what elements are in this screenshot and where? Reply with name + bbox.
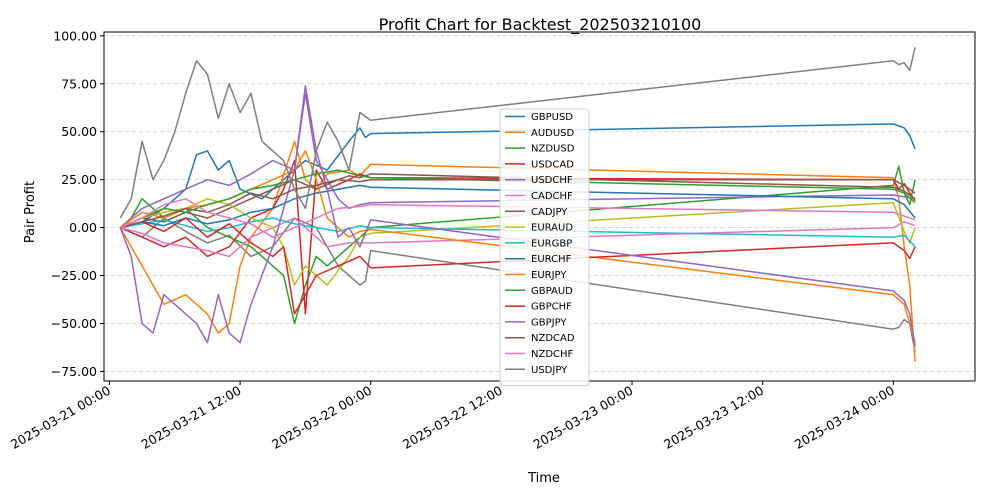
legend-label: USDCAD (531, 159, 574, 170)
series-line-nzdcad (120, 178, 916, 229)
x-tick-label: 2025-03-22 12:00 (400, 383, 505, 452)
legend-label: GBPUSD (531, 112, 573, 123)
series-line-gbpchf (120, 217, 916, 315)
y-tick-label: 25.00 (61, 172, 97, 187)
x-tick-label: 2025-03-24 00:00 (792, 383, 897, 452)
y-tick-label: 0.00 (69, 220, 97, 235)
legend-label: EURJPY (531, 270, 567, 281)
legend-label: CADJPY (531, 207, 568, 218)
x-tick-label: 2025-03-21 12:00 (139, 383, 244, 452)
series-line-gbpusd (120, 123, 916, 229)
legend-label: GBPCHF (531, 302, 572, 313)
legend-label: EURGBP (531, 238, 572, 249)
legend: GBPUSD AUDUSD NZDUSD USDCAD USDCHF CADCHF CADJ… (499, 108, 590, 387)
x-tick-label: 2025-03-21 00:00 (8, 383, 113, 452)
series-line-eurchf (120, 184, 916, 229)
legend-label: USDCHF (531, 175, 573, 186)
legend-label: GBPJPY (531, 317, 567, 328)
legend-label: EURAUD (531, 223, 573, 234)
series-line-cadchf (120, 217, 916, 258)
legend-label: NZDUSD (531, 144, 575, 155)
x-axis: 2025-03-21 00:00 2025-03-21 12:00 2025-03-… (8, 381, 897, 452)
legend-label: CADCHF (531, 191, 573, 202)
x-tick-label: 2025-03-23 12:00 (661, 383, 766, 452)
y-tick-label: 50.00 (61, 124, 97, 139)
y-tick-label: −50.00 (51, 316, 97, 331)
legend-label: NZDCAD (531, 333, 575, 344)
series-line-gbpaud (119, 169, 916, 229)
x-axis-title: Time (527, 471, 560, 486)
legend-label: EURCHF (531, 254, 572, 265)
y-axis-title: Pair Profit (23, 181, 38, 243)
series-line-eurgbp (120, 217, 916, 248)
x-tick-label: 2025-03-23 00:00 (530, 383, 635, 452)
series-line-usdchf (119, 92, 916, 229)
legend-box (499, 108, 590, 387)
y-tick-label: −75.00 (51, 364, 97, 379)
y-tick-label: 100.00 (53, 28, 97, 43)
chart-title: Profit Chart for Backtest_202503210100 (379, 15, 702, 35)
legend-label: USDJPY (531, 365, 568, 376)
series-line-usdcad (119, 159, 916, 315)
series-line-gbpjpy (119, 84, 916, 347)
legend-label: NZDCHF (531, 349, 574, 360)
y-axis: −75.00 −50.00 −25.00 0.00 25.00 50.00 75.00 100… (51, 28, 104, 379)
series-line-nzdchf (119, 198, 916, 238)
x-tick-label: 2025-03-22 00:00 (269, 383, 374, 452)
y-tick-label: 75.00 (61, 76, 97, 91)
y-tick-label: −25.00 (51, 268, 97, 283)
series-line-usdjpy (119, 47, 916, 219)
series-line-euraud (119, 198, 916, 286)
legend-label: GBPAUD (531, 286, 573, 297)
legend-label: AUDUSD (531, 128, 575, 139)
